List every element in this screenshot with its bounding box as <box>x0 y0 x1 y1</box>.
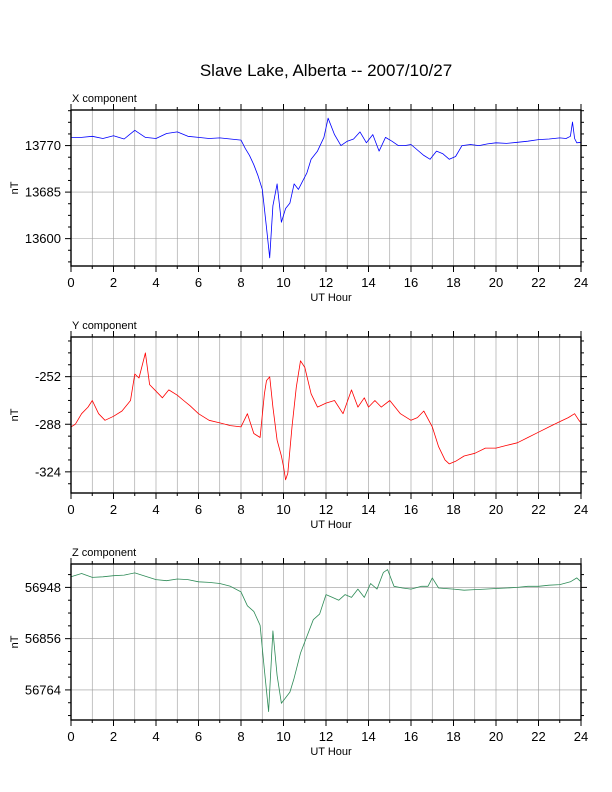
series-line <box>70 569 582 712</box>
y-tick-label: 13770 <box>25 138 61 153</box>
x-tick-label: 10 <box>276 502 290 517</box>
x-tick-label: 6 <box>195 275 202 290</box>
x-tick-label: 8 <box>237 729 244 744</box>
x-tick-label: 8 <box>237 502 244 517</box>
x-tick-label: 2 <box>110 729 117 744</box>
panel-title: Y component <box>72 320 137 332</box>
x-tick-label: 6 <box>195 502 202 517</box>
x-tick-label: 22 <box>531 729 545 744</box>
y-tick-label: 13685 <box>25 185 61 200</box>
y-tick-label: 13600 <box>25 231 61 246</box>
x-tick-label: 14 <box>361 502 375 517</box>
x-tick-label: 22 <box>531 502 545 517</box>
x-tick-label: 24 <box>574 275 588 290</box>
x-tick-label: 12 <box>319 729 333 744</box>
x-tick-label: 16 <box>404 502 418 517</box>
x-tick-label: 10 <box>276 275 290 290</box>
x-tick-label: 16 <box>404 729 418 744</box>
x-tick-label: 18 <box>446 502 460 517</box>
x-tick-label: 22 <box>531 275 545 290</box>
x-tick-label: 4 <box>152 502 159 517</box>
x-tick-label: 20 <box>489 502 503 517</box>
x-tick-label: 14 <box>361 275 375 290</box>
x-axis-label: UT Hour <box>310 292 352 304</box>
x-tick-label: 20 <box>489 275 503 290</box>
x-tick-label: 0 <box>67 729 74 744</box>
x-tick-label: 0 <box>67 275 74 290</box>
y-tick-label: 56856 <box>25 631 61 646</box>
x-tick-label: 2 <box>110 502 117 517</box>
x-tick-label: 24 <box>574 502 588 517</box>
x-tick-label: 14 <box>361 729 375 744</box>
x-tick-label: 4 <box>152 729 159 744</box>
x-tick-label: 2 <box>110 275 117 290</box>
y-tick-label: -288 <box>35 417 61 432</box>
x-axis-label: UT Hour <box>310 519 352 531</box>
x-tick-label: 24 <box>574 729 588 744</box>
y-axis-label: nT <box>9 635 21 648</box>
y-axis-label: nT <box>9 408 21 421</box>
series-line <box>70 352 582 481</box>
x-tick-label: 16 <box>404 275 418 290</box>
panel-title: X component <box>72 93 137 105</box>
x-tick-label: 4 <box>152 275 159 290</box>
y-tick-label: 56948 <box>25 580 61 595</box>
panel-title: Z component <box>72 547 136 559</box>
x-axis-label: UT Hour <box>310 746 352 758</box>
y-tick-label: 56764 <box>25 682 61 697</box>
series-line <box>71 117 582 259</box>
x-tick-label: 20 <box>489 729 503 744</box>
y-tick-label: -252 <box>35 369 61 384</box>
figure-title: Slave Lake, Alberta -- 2007/10/27 <box>200 61 452 80</box>
x-tick-label: 12 <box>319 502 333 517</box>
x-tick-label: 10 <box>276 729 290 744</box>
y-tick-label: -324 <box>35 464 61 479</box>
x-tick-label: 0 <box>67 502 74 517</box>
x-tick-label: 8 <box>237 275 244 290</box>
x-tick-label: 18 <box>446 275 460 290</box>
y-axis-label: nT <box>9 181 21 194</box>
x-tick-label: 18 <box>446 729 460 744</box>
x-tick-label: 12 <box>319 275 333 290</box>
x-tick-label: 6 <box>195 729 202 744</box>
